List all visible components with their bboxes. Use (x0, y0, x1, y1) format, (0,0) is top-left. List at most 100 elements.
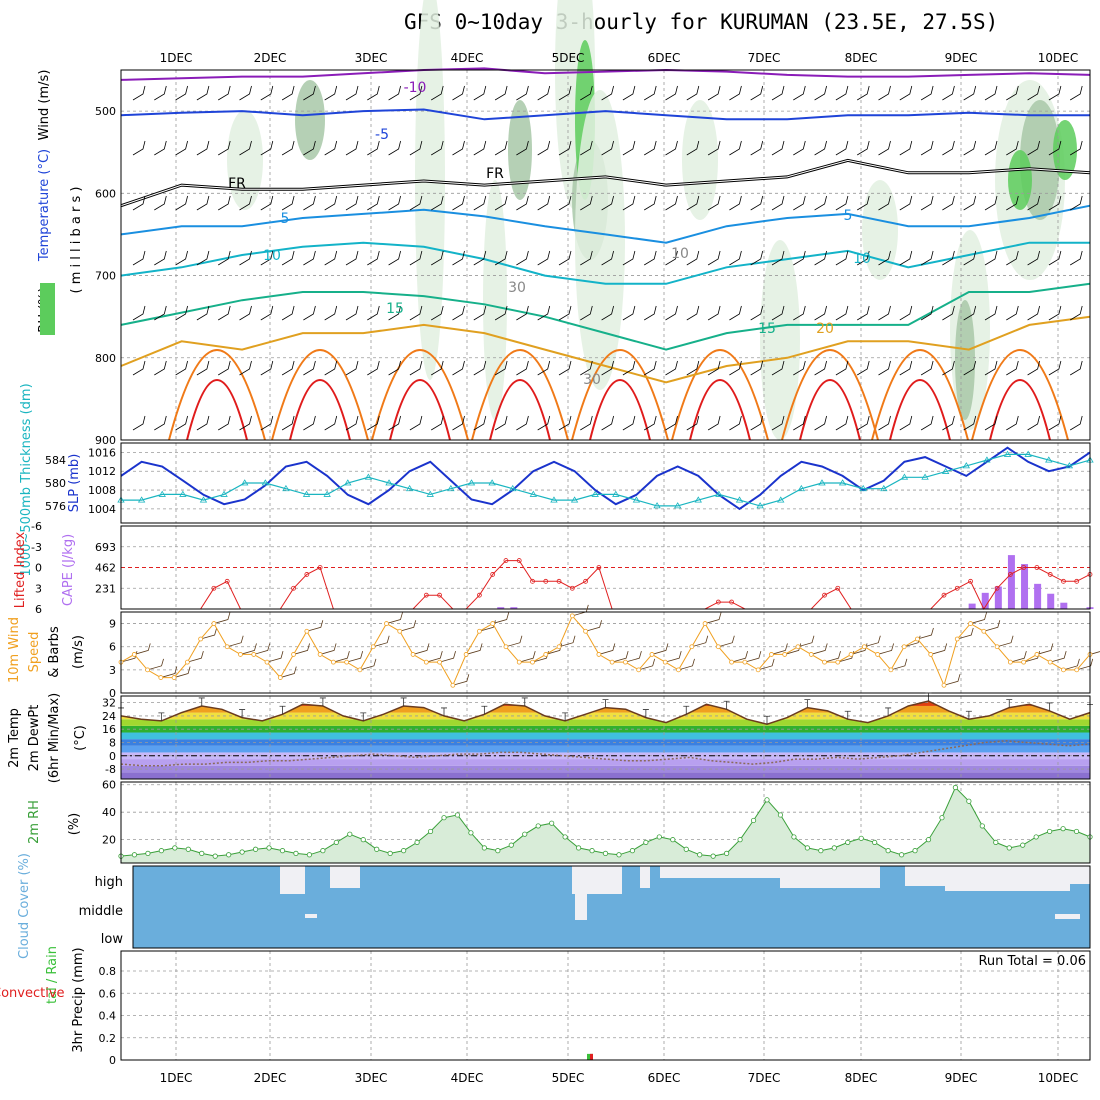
wind-barb (132, 250, 146, 266)
wind-barb (367, 250, 380, 266)
rh2m-marker (1073, 828, 1080, 835)
wind-barb (558, 195, 572, 211)
wind10-barb (771, 643, 788, 655)
wind-barb (920, 305, 934, 321)
wind-barb (367, 305, 380, 321)
wind-barb (239, 85, 252, 101)
wind-barb (878, 140, 891, 156)
day-label-bottom-6: 7DEC (748, 1071, 781, 1085)
wind10-barb (266, 651, 284, 663)
wind10-marker (423, 659, 429, 665)
thickness-marker (900, 473, 909, 480)
wind-barb (516, 140, 529, 156)
ylabel-lifted: Lifted Index (13, 531, 28, 608)
wind-barb (558, 140, 572, 156)
wind-barb (409, 140, 423, 156)
wind-barb (1069, 195, 1083, 211)
day-label-top-4: 5DEC (552, 51, 585, 65)
wind-barb (1006, 305, 1019, 321)
lifted-marker (304, 572, 310, 577)
contour-label-1: -5 (375, 127, 389, 143)
contour-label-10: 20 (816, 321, 834, 337)
wind10-marker (224, 644, 230, 650)
wind-barb (1006, 250, 1019, 266)
wind10-barb (359, 658, 377, 671)
cloud-level-high: high (95, 875, 123, 890)
wind10-barb (452, 674, 470, 686)
wind10-barb (399, 620, 417, 632)
wind-barb (388, 140, 401, 156)
wind10-marker (981, 628, 987, 634)
wind10-marker (583, 628, 588, 634)
ytick-temp2m: 8 (109, 736, 116, 749)
temp-minmax (965, 710, 972, 720)
temp-minmax (521, 697, 528, 706)
ytick-wind10: 3 (109, 664, 116, 677)
wind10-barb (240, 643, 257, 655)
wind-barb (558, 85, 572, 101)
wind-barb (835, 85, 849, 101)
wind10-barb (386, 612, 403, 624)
wind-barb (537, 250, 551, 266)
wind10-marker (729, 659, 735, 665)
rh2m-marker (508, 842, 514, 848)
wind10-marker (158, 675, 164, 680)
rh-shade (227, 110, 263, 210)
thickness-marker (859, 484, 867, 492)
temp-band (121, 719, 1090, 726)
cloud-clear (305, 914, 317, 918)
wind10-marker (569, 613, 575, 619)
lifted-marker (437, 592, 442, 598)
panel-precip-frame (120, 950, 1091, 1061)
wind10-marker (384, 621, 389, 626)
wind-barb (217, 140, 231, 156)
wind-barb (558, 250, 572, 266)
temp-minmax (441, 707, 447, 716)
lifted-marker (835, 585, 841, 591)
rh2m-marker (131, 852, 138, 858)
wind-barb (601, 415, 614, 431)
wind-barb (367, 85, 380, 101)
rh2m-marker (912, 848, 918, 854)
wind-barb (580, 250, 593, 266)
wind-barb (175, 140, 188, 156)
rh-shade (760, 240, 800, 440)
wind-barb (324, 195, 338, 211)
rh2m-marker (683, 846, 689, 852)
wind10-marker (808, 652, 814, 657)
wind-barb (494, 415, 508, 431)
rh2m-marker (239, 849, 245, 855)
wind-barb (367, 195, 380, 211)
ytick-slp: 1016 (88, 446, 116, 459)
temp-band (121, 772, 1090, 779)
ytick-wind10: 6 (109, 641, 116, 654)
wind10-barb (320, 643, 337, 655)
thickness-marker (797, 484, 806, 492)
wind10-marker (463, 652, 469, 657)
wind-barb (132, 85, 146, 101)
thickness-marker (777, 496, 785, 503)
ytick-precip: 0 (109, 1054, 116, 1067)
wind-barb (920, 250, 934, 266)
wind-barb (793, 85, 806, 101)
wind-barb (537, 415, 551, 431)
thickness-marker (488, 479, 496, 486)
rh2m-marker (1006, 845, 1012, 851)
rh2m-marker (656, 834, 662, 840)
ylabel-rh2m-a: 2m RH (27, 800, 42, 844)
temp-band (121, 745, 1090, 753)
wind-barb (665, 250, 678, 266)
rh2m-marker (777, 812, 784, 818)
rh2m-marker (643, 839, 649, 846)
wind-barb (281, 415, 295, 431)
temp-minmax (360, 712, 367, 721)
rh-shade (483, 180, 507, 420)
wind10-marker (742, 659, 748, 665)
wind10-marker (596, 652, 602, 657)
cloud-clear (660, 866, 780, 878)
rh2m-marker (818, 848, 824, 854)
wind-barb (601, 305, 614, 321)
wind-barb (686, 250, 700, 266)
wind-barb (154, 195, 167, 211)
ylabel-temp-a: 2m Temp (7, 708, 22, 768)
